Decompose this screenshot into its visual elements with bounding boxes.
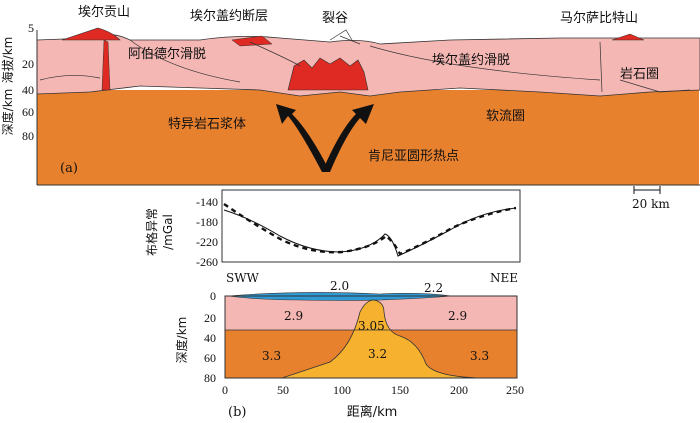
asthenosphere-region xyxy=(37,90,699,185)
crust-region xyxy=(36,34,700,97)
fault-line xyxy=(599,41,603,93)
density-crust-left: 2.9 xyxy=(284,309,303,323)
fault-line xyxy=(329,29,353,41)
label-aberdare-detachment: 阿伯德尔滑脱 xyxy=(128,47,206,62)
fault-line xyxy=(39,75,101,81)
label-elgeyo-detachment: 埃尔盖约滑脱 xyxy=(432,53,510,68)
density-water-left: 2.0 xyxy=(330,279,349,293)
b-xtick-0: 0 xyxy=(222,383,228,397)
b-xtick-250: 250 xyxy=(506,383,524,397)
b-xtick-200: 200 xyxy=(450,383,468,397)
label-rift: 裂谷 xyxy=(322,11,348,26)
b-xlabel: 距离/km xyxy=(347,404,398,420)
rift-magma xyxy=(287,57,369,91)
label-marsabit: 马尔萨比特山 xyxy=(560,11,638,26)
density-plume-top: 3.05 xyxy=(358,319,385,333)
fault-line xyxy=(249,41,301,67)
scale-bar-label: 20 km xyxy=(632,197,670,211)
b-ytick-20: 20 xyxy=(204,311,216,325)
dir-sww: SWW xyxy=(226,271,260,285)
b-frame xyxy=(224,295,518,379)
gravity-model-curve xyxy=(223,207,517,257)
elgon-magma xyxy=(61,27,121,41)
fault-line xyxy=(129,39,241,83)
a-ytick-60: 60 xyxy=(22,105,34,119)
label-elgon: 埃尔贡山 xyxy=(78,5,130,20)
arrow-right xyxy=(322,104,374,172)
label-hotspot: 肯尼亚圆形热点 xyxy=(368,149,459,164)
fault-line xyxy=(339,35,361,45)
upwelling-arrows xyxy=(276,104,374,172)
panel-a-tag: (a) xyxy=(60,161,78,176)
label-elgeyo-fault: 埃尔盖约断层 xyxy=(190,9,268,24)
density-crust-right: 2.9 xyxy=(448,309,467,323)
fault-line xyxy=(369,45,601,81)
b-ytick-0: 0 xyxy=(210,289,216,303)
a-ytick-5: 5 xyxy=(28,21,34,35)
panel-a: 5 20 40 60 80 海拔/km 深度/km 埃尔贡山 埃尔盖约断层 裂谷… xyxy=(0,5,700,211)
density-plume-body: 3.2 xyxy=(368,347,387,361)
a-ytick-80: 80 xyxy=(22,129,34,143)
g-ytick-140: -140 xyxy=(196,195,218,209)
g-ylabel-1: 布格异常 xyxy=(144,208,159,256)
panel-b: 2.0 2.2 2.9 2.9 3.05 3.2 3.3 3.3 SWW NEE… xyxy=(174,271,524,420)
b-xtick-50: 50 xyxy=(277,383,289,397)
g-ytick-220: -220 xyxy=(196,235,218,249)
density-water-right: 2.2 xyxy=(424,281,443,295)
label-lithosphere: 岩石圈 xyxy=(620,67,659,82)
a-ylabel-top: 海拔/km xyxy=(0,37,15,84)
label-asthenosphere: 软流圈 xyxy=(486,109,525,124)
elgon-conduit xyxy=(101,39,111,91)
b-ytick-80: 80 xyxy=(204,371,216,385)
g-ytick-260: -260 xyxy=(196,255,218,269)
dir-nee: NEE xyxy=(490,271,518,285)
elgeyo-magma xyxy=(231,35,273,47)
scale-bar xyxy=(633,186,661,194)
density-mantle-left: 3.3 xyxy=(262,349,281,363)
b-ylabel: 深度/km xyxy=(174,317,189,364)
fault-lines xyxy=(39,29,691,93)
arrow-left xyxy=(276,104,330,172)
g-ytick-180: -180 xyxy=(196,215,218,229)
b-xtick-150: 150 xyxy=(391,383,409,397)
fault-line xyxy=(619,79,691,93)
a-ytick-40: 40 xyxy=(22,83,34,97)
g-ylabel-2: /mGal xyxy=(161,214,175,250)
label-magma: 特异岩石浆体 xyxy=(168,117,246,132)
b-ytick-60: 60 xyxy=(204,351,216,365)
gravity-panel: -140 -180 -220 -260 布格异常 /mGal xyxy=(144,189,521,269)
density-mantle-right: 3.3 xyxy=(470,349,489,363)
b-ytick-40: 40 xyxy=(204,331,216,345)
b-plume xyxy=(281,299,479,379)
a-ylabel-bottom: 深度/km xyxy=(0,89,15,136)
marsabit-magma xyxy=(611,33,645,41)
panel-b-tag: (b) xyxy=(228,405,246,420)
b-xtick-100: 100 xyxy=(333,383,351,397)
a-ytick-20: 20 xyxy=(22,57,34,71)
gravity-frame xyxy=(221,189,521,263)
